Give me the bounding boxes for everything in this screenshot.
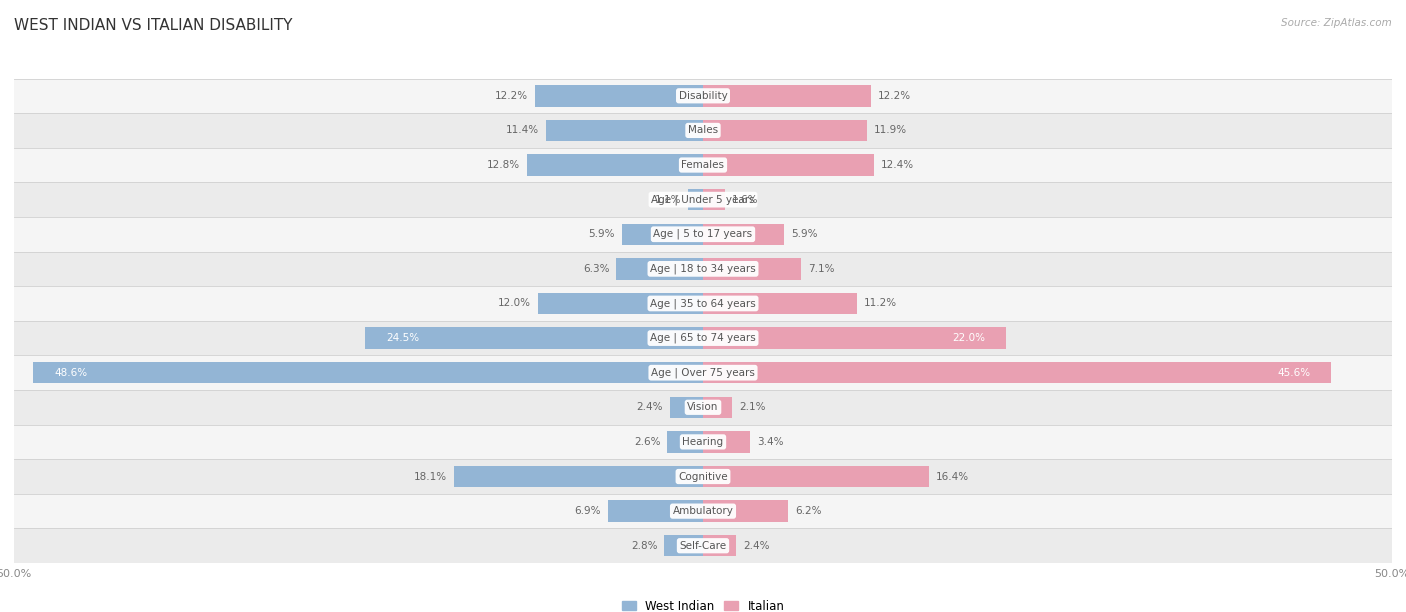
Bar [703,120,868,141]
Bar [703,154,875,176]
Bar [14,494,1392,528]
Bar [703,258,801,280]
Text: Disability: Disability [679,91,727,101]
Bar [14,425,1392,459]
Bar [537,293,703,314]
Legend: West Indian, Italian: West Indian, Italian [617,595,789,612]
Text: 2.4%: 2.4% [637,402,664,412]
Text: 2.4%: 2.4% [742,541,769,551]
Bar [703,189,725,211]
Bar [454,466,703,487]
Bar [621,223,703,245]
Text: Age | 35 to 64 years: Age | 35 to 64 years [650,298,756,308]
Text: 22.0%: 22.0% [952,333,986,343]
Text: 2.1%: 2.1% [738,402,765,412]
Bar [14,78,1392,113]
Text: 5.9%: 5.9% [588,230,614,239]
Text: 6.3%: 6.3% [583,264,609,274]
Bar [688,189,703,211]
Text: Age | Under 5 years: Age | Under 5 years [651,195,755,205]
Bar [703,397,733,418]
Bar [34,362,703,383]
Text: 12.0%: 12.0% [498,299,531,308]
Text: 12.2%: 12.2% [495,91,529,101]
Text: 11.4%: 11.4% [506,125,538,135]
Text: Cognitive: Cognitive [678,471,728,482]
Bar [703,501,789,522]
Text: Males: Males [688,125,718,135]
Bar [703,535,737,556]
Text: 24.5%: 24.5% [387,333,419,343]
Bar [14,356,1392,390]
Bar [703,85,872,106]
Bar [14,113,1392,147]
Text: 12.8%: 12.8% [486,160,520,170]
Text: 45.6%: 45.6% [1278,368,1310,378]
Bar [14,252,1392,286]
Bar [14,459,1392,494]
Text: 1.6%: 1.6% [733,195,758,204]
Bar [607,501,703,522]
Bar [14,182,1392,217]
Bar [703,466,929,487]
Bar [14,286,1392,321]
Text: 2.6%: 2.6% [634,437,661,447]
Text: 11.9%: 11.9% [875,125,907,135]
Text: Self-Care: Self-Care [679,541,727,551]
Text: Ambulatory: Ambulatory [672,506,734,516]
Text: Age | 5 to 17 years: Age | 5 to 17 years [654,229,752,239]
Bar [366,327,703,349]
Text: 6.9%: 6.9% [575,506,600,516]
Text: 11.2%: 11.2% [865,299,897,308]
Text: 3.4%: 3.4% [756,437,783,447]
Bar [546,120,703,141]
Bar [703,293,858,314]
Bar [703,362,1331,383]
Bar [14,217,1392,252]
Text: Age | Over 75 years: Age | Over 75 years [651,367,755,378]
Bar [668,431,703,453]
Text: 48.6%: 48.6% [53,368,87,378]
Text: 16.4%: 16.4% [936,471,969,482]
Bar [14,147,1392,182]
Text: 7.1%: 7.1% [807,264,834,274]
Bar [669,397,703,418]
Text: Age | 65 to 74 years: Age | 65 to 74 years [650,333,756,343]
Text: 18.1%: 18.1% [413,471,447,482]
Bar [534,85,703,106]
Text: Females: Females [682,160,724,170]
Bar [703,327,1007,349]
Text: Source: ZipAtlas.com: Source: ZipAtlas.com [1281,18,1392,28]
Bar [703,431,749,453]
Text: 5.9%: 5.9% [792,230,818,239]
Bar [14,528,1392,563]
Text: 12.2%: 12.2% [877,91,911,101]
Text: 12.4%: 12.4% [880,160,914,170]
Text: 2.8%: 2.8% [631,541,658,551]
Bar [616,258,703,280]
Text: 6.2%: 6.2% [796,506,823,516]
Text: Hearing: Hearing [682,437,724,447]
Bar [665,535,703,556]
Text: Age | 18 to 34 years: Age | 18 to 34 years [650,264,756,274]
Text: 1.1%: 1.1% [654,195,681,204]
Text: WEST INDIAN VS ITALIAN DISABILITY: WEST INDIAN VS ITALIAN DISABILITY [14,18,292,34]
Bar [527,154,703,176]
Bar [703,223,785,245]
Bar [14,390,1392,425]
Text: Vision: Vision [688,402,718,412]
Bar [14,321,1392,356]
